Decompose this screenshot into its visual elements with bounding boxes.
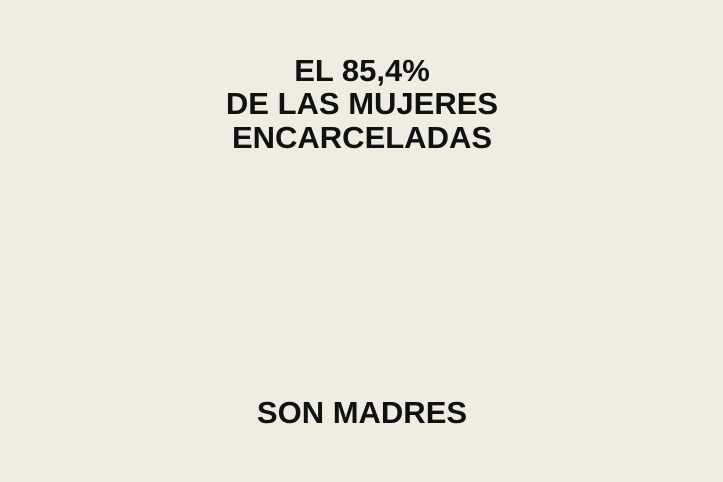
title-line: ENCARCELADAS xyxy=(232,120,492,155)
title-line: EL 85,4% xyxy=(294,53,430,88)
title-line: DE LAS MUJERES xyxy=(226,86,498,121)
caption: SON MADRES xyxy=(257,395,467,430)
